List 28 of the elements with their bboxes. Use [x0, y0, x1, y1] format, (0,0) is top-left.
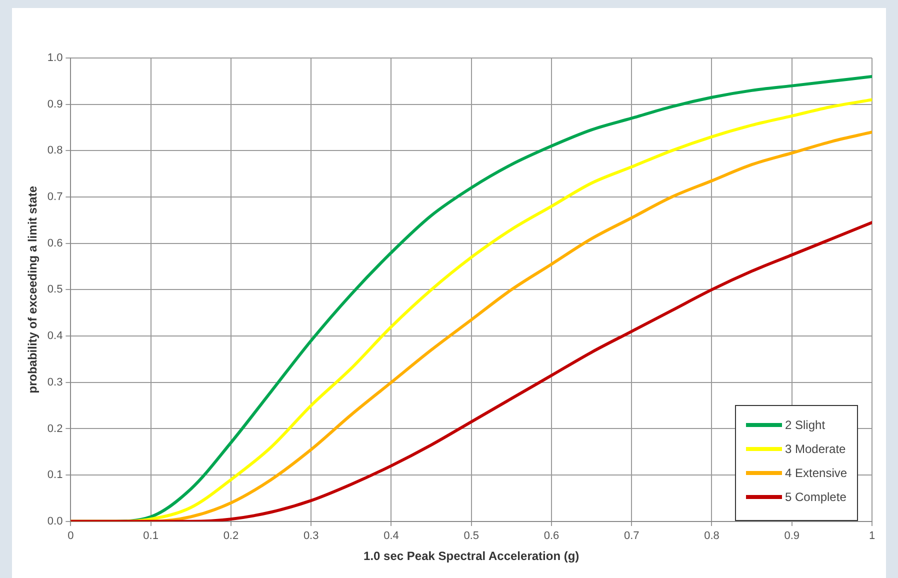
y-tick-label: 0.7 [47, 191, 63, 204]
x-tick-label: 0.9 [784, 530, 800, 542]
legend-label: 4 Extensive [785, 466, 848, 480]
x-tick-label: 0.1 [143, 530, 158, 542]
x-tick-label: 0.6 [544, 530, 560, 542]
x-tick-label: 1 [868, 530, 876, 542]
legend-label: 3 Moderate [785, 442, 846, 456]
y-tick-label: 0.0 [47, 515, 63, 528]
y-tick-label: 1.0 [47, 52, 63, 64]
y-axis-title: probability of exceeding a limit state [26, 186, 40, 394]
y-tick-label: 0.5 [47, 284, 63, 296]
x-tick-label: 0.4 [384, 530, 399, 542]
y-tick-label: 0.8 [47, 144, 63, 157]
x-tick-label: 0 [68, 530, 74, 542]
x-tick-label: 0.7 [624, 530, 640, 542]
legend-label: 5 Complete [785, 490, 846, 504]
x-tick-label: 0.2 [223, 530, 239, 542]
y-tick-label: 0.6 [47, 237, 63, 250]
x-axis-title: 1.0 sec Peak Spectral Acceleration (g) [364, 549, 580, 564]
y-tick-label: 0.3 [47, 376, 63, 388]
y-tick-label: 0.1 [47, 469, 63, 482]
x-tick-label: 0.3 [303, 530, 319, 542]
y-tick-label: 0.4 [47, 330, 63, 342]
legend-label: 2 Slight [785, 418, 826, 432]
y-tick-label: 0.2 [47, 422, 63, 435]
y-tick-label: 0.9 [47, 98, 63, 110]
x-tick-label: 0.5 [464, 530, 479, 542]
x-tick-label: 0.8 [704, 530, 720, 542]
